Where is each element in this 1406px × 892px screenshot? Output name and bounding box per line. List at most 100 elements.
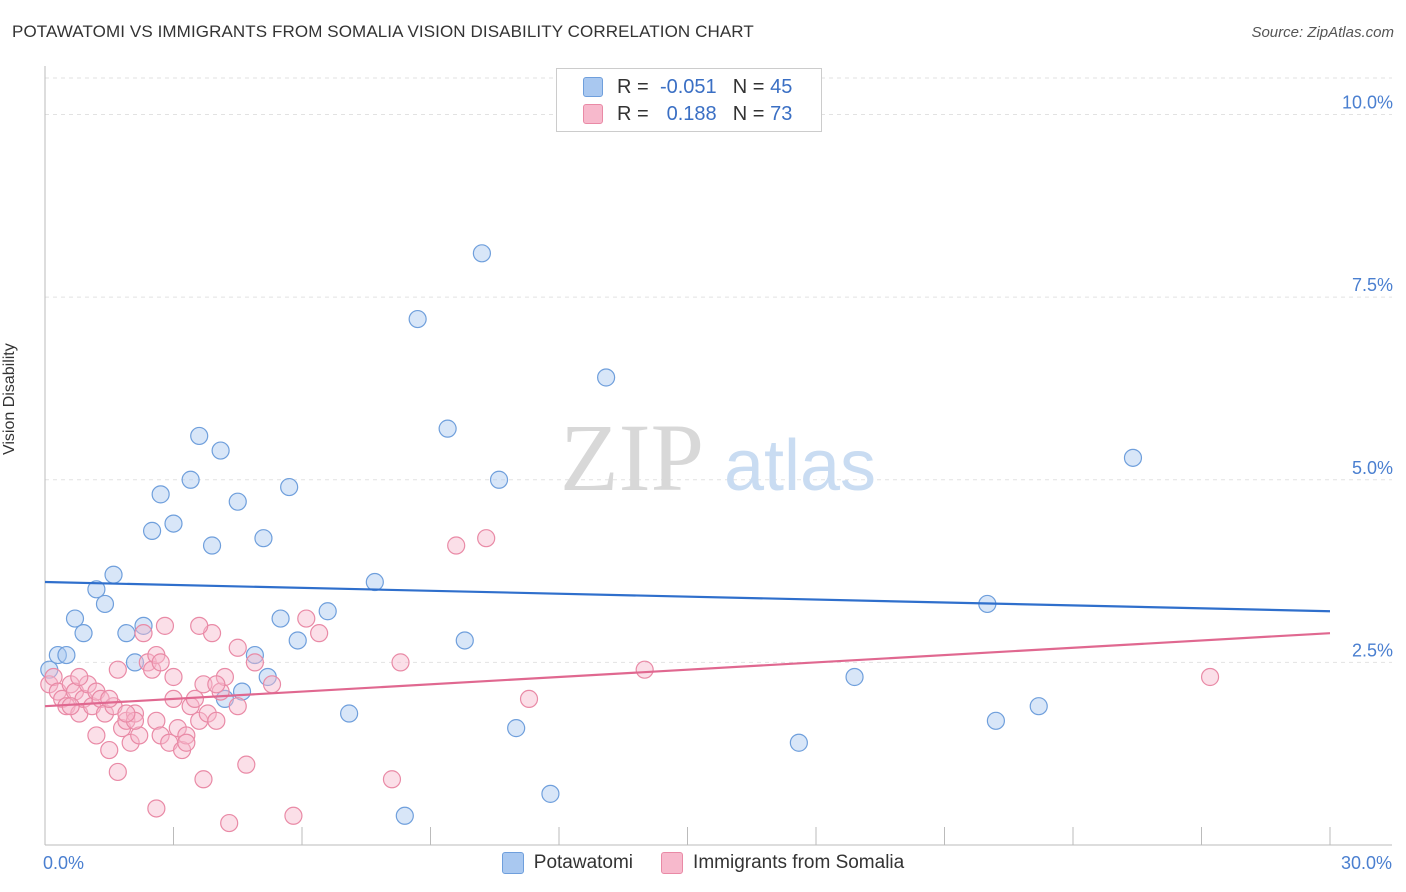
somalia-point — [310, 624, 329, 643]
legend-swatch-somalia — [583, 104, 603, 124]
somalia-point — [164, 667, 183, 687]
somalia-point — [177, 726, 196, 745]
somalia-point — [61, 697, 80, 716]
somalia-point — [447, 536, 466, 555]
bottom-legend-item-somalia: Immigrants from Somalia — [661, 852, 904, 874]
potawatomi-point — [74, 624, 93, 643]
watermark-atlas: atlas — [724, 426, 876, 506]
potawatomi-point — [87, 580, 106, 599]
somalia-point — [100, 689, 119, 709]
y-tick-label: 2.5% — [1352, 640, 1393, 660]
legend-row-potawatomi: R = -0.051 N = 45 — [583, 75, 792, 99]
somalia-point — [237, 755, 256, 774]
somalia-point — [245, 653, 264, 672]
potawatomi-point — [125, 653, 145, 672]
potawatomi-point — [181, 470, 200, 489]
somalia-point — [130, 726, 149, 745]
somalia-point — [147, 799, 166, 818]
legend-n-value: 45 — [770, 75, 793, 98]
somalia-point — [262, 675, 282, 694]
potawatomi-point — [245, 645, 264, 665]
somalia-point — [87, 726, 106, 745]
y-tick-label: 5.0% — [1352, 458, 1393, 478]
somalia-point — [382, 770, 402, 789]
potawatomi-point — [438, 419, 457, 438]
y-axis-label: Vision Disability — [1, 343, 18, 455]
potawatomi-point — [489, 470, 509, 489]
somalia-point — [284, 806, 303, 825]
somalia-point — [297, 609, 316, 628]
potawatomi-point — [190, 426, 209, 446]
potawatomi-point — [845, 667, 864, 687]
x-tick-label: 30.0% — [1341, 853, 1392, 873]
somalia-point — [228, 697, 247, 716]
somalia-point — [190, 616, 209, 635]
legend-n-label: N = — [732, 102, 765, 125]
potawatomi-point — [254, 529, 273, 548]
somalia-point — [147, 711, 166, 730]
potawatomi-point — [211, 441, 230, 460]
potawatomi-point — [365, 572, 384, 592]
somalia-point — [117, 704, 136, 723]
potawatomi-point — [455, 631, 474, 650]
bottom-legend-label-potawatomi: Potawatomi — [533, 852, 634, 873]
potawatomi-point — [395, 806, 414, 825]
potawatomi-trend-line — [44, 580, 1331, 613]
tick-labels: 2.5% 5.0% 7.5% 10.0% 0.0% 30.0% — [43, 93, 1393, 873]
legend-n-label: N = — [732, 75, 765, 98]
y-tick-label: 7.5% — [1352, 275, 1393, 295]
potawatomi-point — [142, 521, 162, 540]
somalia-point — [100, 740, 119, 760]
potawatomi-point — [228, 492, 247, 511]
potawatomi-point — [288, 631, 307, 650]
potawatomi-point — [597, 368, 616, 387]
potawatomi-point — [57, 645, 76, 665]
potawatomi-point — [472, 244, 491, 263]
x-tick-label: 0.0% — [43, 853, 84, 873]
potawatomi-point — [134, 616, 153, 635]
potawatomi-point — [408, 309, 427, 329]
somalia-point — [151, 653, 170, 672]
somalia-point — [194, 770, 213, 789]
potawatomi-point — [340, 704, 359, 723]
potawatomi-point — [318, 602, 337, 621]
somalia-point — [220, 813, 239, 833]
series-somalia-points — [40, 529, 1220, 833]
somalia-trend-line — [44, 632, 1331, 708]
potawatomi-point — [507, 719, 526, 738]
bottom-legend-label-somalia: Immigrants from Somalia — [693, 852, 905, 873]
potawatomi-point — [164, 514, 183, 533]
correlation-legend: R = -0.051 N = 45 R = 0.188 N = 73 — [556, 68, 822, 132]
watermark-zip: ZIP — [560, 404, 704, 511]
potawatomi-point — [1123, 448, 1143, 467]
potawatomi-point — [541, 784, 560, 803]
potawatomi-point — [95, 594, 115, 614]
potawatomi-point — [104, 565, 123, 584]
somalia-point — [1200, 667, 1220, 687]
somalia-point — [70, 667, 89, 687]
somalia-point — [44, 667, 63, 687]
potawatomi-point — [1029, 697, 1048, 716]
somalia-point — [207, 711, 226, 730]
legend-r-label: R = — [617, 75, 649, 98]
legend-swatch-potawatomi — [583, 77, 603, 97]
legend-row-somalia: R = 0.188 N = 73 — [583, 102, 792, 126]
potawatomi-point — [151, 485, 170, 504]
somalia-point — [207, 675, 226, 694]
somalia-point — [155, 616, 175, 635]
potawatomi-point — [986, 711, 1006, 730]
chart-title: POTAWATOMI VS IMMIGRANTS FROM SOMALIA VI… — [12, 22, 754, 41]
potawatomi-point — [271, 609, 290, 628]
somalia-point — [519, 689, 539, 709]
potawatomi-point — [65, 609, 85, 628]
somalia-point — [391, 653, 410, 672]
somalia-point — [477, 529, 496, 548]
source-credit: Source: ZipAtlas.com — [1251, 24, 1394, 41]
potawatomi-point — [280, 477, 299, 497]
somalia-point — [177, 733, 196, 752]
somalia-point — [108, 660, 127, 679]
bottom-legend-swatch-somalia — [661, 852, 684, 874]
legend-r-value: -0.051 — [659, 75, 717, 98]
bottom-legend: Potawatomi Immigrants from Somalia — [0, 852, 1406, 874]
